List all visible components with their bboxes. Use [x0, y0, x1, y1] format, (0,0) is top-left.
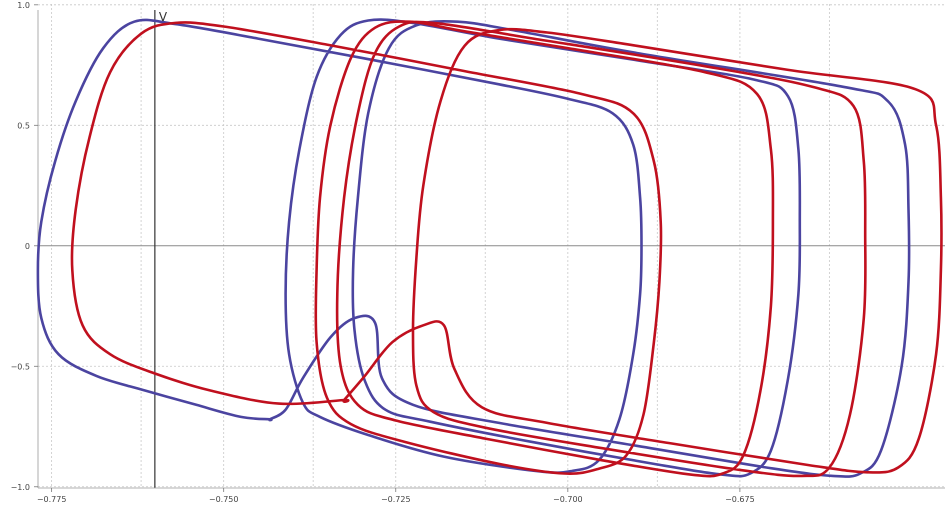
x-tick-label: −0.675	[725, 495, 755, 504]
y-tick-label: 1.0	[17, 1, 30, 10]
y-tick-label: 0	[25, 242, 30, 251]
tick-labels: 1.0 0.5 0 −0.5 −1.0 −0.775 −0.750 −0.725 −0.700 −…	[11, 1, 755, 504]
axes	[37, 10, 945, 489]
x-tick-label: −0.725	[381, 495, 411, 504]
series-blue-curve	[36, 18, 911, 478]
y-axis-label: V	[159, 10, 168, 24]
y-tick-label: −0.5	[11, 362, 30, 371]
series-red-curve	[70, 20, 943, 478]
x-tick-label: −0.750	[209, 495, 239, 504]
x-tick-label: −0.700	[553, 495, 583, 504]
y-tick-label: −1.0	[11, 483, 30, 492]
y-tick-label: 0.5	[17, 121, 30, 130]
x-tick-label: −0.775	[37, 495, 67, 504]
series-curves	[36, 18, 943, 478]
